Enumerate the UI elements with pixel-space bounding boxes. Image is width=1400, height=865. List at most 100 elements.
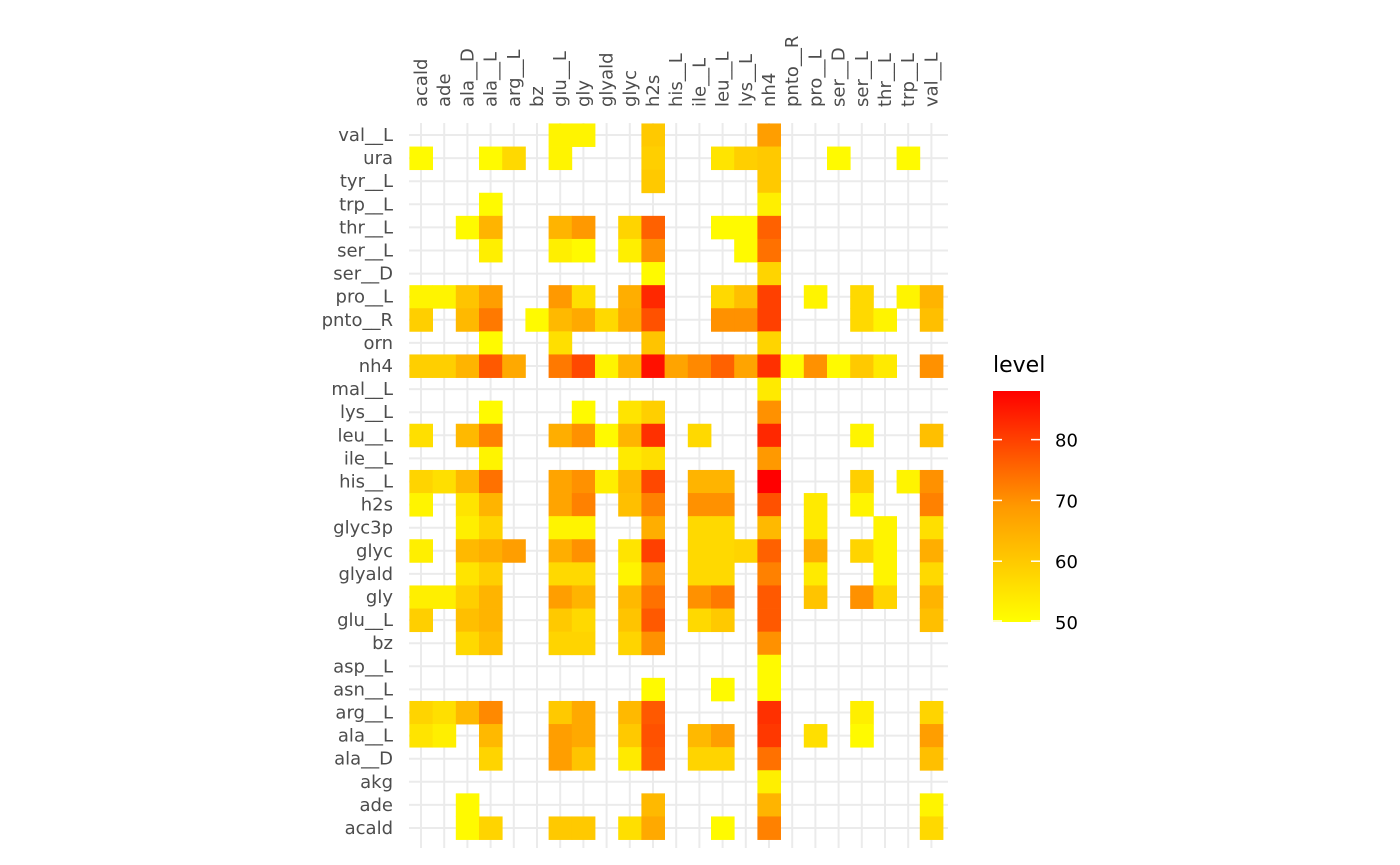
heatmap-tile: pro__L / acald: 52 — [409, 285, 433, 309]
heatmap-tile: ala__L / glu__L: 68 — [548, 724, 573, 748]
heatmap-tile: lys__L / h2s: 59 — [641, 400, 665, 425]
heatmap-tile: leu__L / ala__L: 72 — [479, 423, 503, 448]
heatmap-tile: nh4 / lys__L: 67 — [734, 354, 758, 378]
heatmap-tile: tyr__L / h2s: 60 — [641, 169, 665, 194]
heatmap-tile: thr__L / nh4: 76 — [757, 215, 781, 240]
heatmap-tile: acald / h2s: 66 — [641, 816, 665, 840]
heatmap-tile: pro__L / glu__L: 69 — [548, 285, 573, 309]
heatmap-tile: arg__L / glyc: 63 — [618, 700, 642, 725]
heatmap-tile: ser__L / lys__L: 51 — [734, 238, 758, 263]
y-tick-label: glyald — [338, 564, 393, 585]
heatmap-tile: ala__D / leu__L: 58 — [711, 747, 735, 771]
heatmap-tile: h2s / val__L: 72 — [919, 493, 944, 517]
heatmap-tile: ala__L / pro__L: 56 — [803, 724, 828, 748]
heatmap-tile: ala__L / ala__L: 63 — [479, 724, 503, 748]
heatmap-tile: nh4 / ade: 59 — [432, 354, 457, 378]
heatmap-tile: glyc3p / ala__D: 53 — [455, 516, 480, 540]
y-tick-label: glyc3p — [333, 518, 393, 539]
y-tick-label: acald — [345, 818, 393, 839]
heatmap-tile: mal__L / nh4: 54 — [757, 377, 781, 402]
y-tick-label: arg__L — [335, 703, 393, 724]
heatmap-tile: h2s / ser__L: 52 — [850, 493, 874, 517]
heatmap-tile: ile__L / nh4: 69 — [757, 446, 781, 471]
heatmap-tile: gly / ile__L: 70 — [687, 585, 712, 609]
heatmap-tile: thr__L / ala__D: 51 — [455, 215, 480, 240]
heatmap-tile: ala__D / ala__L: 58 — [479, 747, 503, 771]
heatmap-tile: glyald / thr__L: 52 — [873, 562, 897, 586]
heatmap-tile: arg__L / ala__D: 63 — [455, 700, 480, 725]
heatmap-tile: his__L / trp__L: 52 — [896, 469, 921, 494]
heatmap-tile: asn__L / nh4: 51 — [757, 677, 781, 702]
heatmap-tile: ura / leu__L: 55 — [711, 146, 735, 171]
heatmap-tile: gly / ala__D: 59 — [455, 585, 480, 609]
heatmap-tile: ala__D / h2s: 77 — [641, 747, 665, 771]
heatmap-tile: glyc / glu__L: 65 — [548, 539, 573, 563]
x-tick-label: pro__L — [805, 50, 826, 107]
y-tick-label: orn — [363, 333, 393, 354]
heatmap-tile: ura / acald: 51 — [409, 146, 433, 171]
heatmap-tile: pnto__R / bz: 51 — [525, 308, 549, 332]
heatmap-tile: thr__L / ala__L: 64 — [479, 215, 503, 240]
heatmap-tile: nh4 / ser__L: 60 — [850, 354, 874, 378]
heatmap-tile: h2s / acald: 52 — [409, 493, 433, 517]
heatmap-tile: trp__L / nh4: 53 — [757, 192, 781, 217]
heatmap-tile: gly / pro__L: 61 — [803, 585, 828, 609]
x-tick-label: ade — [434, 73, 455, 107]
legend-ticks: 50 60 70 80 — [993, 431, 1078, 634]
heatmap-tile: ser__L / glyc: 53 — [618, 238, 642, 263]
heatmap-tile: nh4 / acald: 59 — [409, 354, 433, 378]
heatmap-tile: ser__D / h2s: 51 — [641, 262, 665, 286]
heatmap-tile: glyc / nh4: 76 — [757, 539, 781, 563]
heatmap-tile: pro__L / ade: 52 — [432, 285, 457, 309]
y-tick-label: ser__D — [333, 264, 393, 285]
heatmap-tile: acald / glyc: 56 — [618, 816, 642, 840]
heatmap-tile: val__L / h2s: 60 — [641, 123, 665, 147]
heatmap-tile: his__L / ile__L: 64 — [687, 469, 712, 494]
heatmap-tile: glyc / arg__L: 68 — [502, 539, 526, 563]
heatmap-tile: nh4 / arg__L: 66 — [502, 354, 526, 378]
heatmap-tile: pro__L / gly: 56 — [571, 285, 596, 309]
heatmap-tile: his__L / glyald: 53 — [595, 469, 619, 494]
heatmap-tile: pnto__R / glyc: 66 — [618, 308, 642, 332]
heatmap-tile: glyc3p / ile__L: 57 — [687, 516, 712, 540]
heatmap-tile: glyc3p / ala__L: 58 — [479, 516, 503, 540]
x-tick-label: glyald — [597, 52, 618, 107]
heatmap-tile: glu__L / glyc: 61 — [618, 608, 642, 633]
heatmap-tile: glyc / gly: 70 — [571, 539, 596, 563]
heatmap-tile: arg__L / gly: 66 — [571, 700, 596, 725]
heatmap-tile: nh4 / nh4: 82 — [757, 354, 781, 378]
heatmap-tile: leu__L / ile__L: 57 — [687, 423, 712, 448]
heatmap-tile: glu__L / acald: 59 — [409, 608, 433, 633]
x-tick-label: pnto__R — [782, 36, 803, 107]
heatmap-tile: pro__L / lys__L: 62 — [734, 285, 758, 309]
x-tick-label: thr__L — [875, 53, 896, 107]
heatmap-tile: gly / nh4: 77 — [757, 585, 781, 609]
x-tick-label: ala__L — [481, 52, 502, 107]
y-tick-label: glyc — [356, 541, 393, 562]
heatmap-tile: gly / val__L: 64 — [919, 585, 944, 609]
heatmap-tile: his__L / val__L: 70 — [919, 469, 944, 494]
heatmap-tile: glu__L / h2s: 77 — [641, 608, 665, 633]
heatmap-tile: pro__L / trp__L: 52 — [896, 285, 921, 309]
heatmap-tile: glyc / glyc: 55 — [618, 539, 642, 563]
y-tick-label: h2s — [361, 495, 393, 516]
heatmap-tile: pnto__R / acald: 59 — [409, 308, 433, 332]
x-tick-label: bz — [527, 86, 548, 107]
heatmap-tile: pnto__R / ala__L: 73 — [479, 308, 503, 332]
heatmap-tile: glu__L / ala__D: 62 — [455, 608, 480, 633]
heatmap-tile: ura / arg__L: 57 — [502, 146, 526, 171]
heatmap-tile: orn / h2s: 61 — [641, 331, 665, 355]
heatmap-tile: ala__L / gly: 66 — [571, 724, 596, 748]
heatmap-tile: gly / ser__L: 70 — [850, 585, 874, 609]
heatmap-tile: glyc3p / nh4: 63 — [757, 516, 781, 540]
heatmap-tile: his__L / gly: 70 — [571, 469, 596, 494]
heatmap-tile: ser__L / gly: 51 — [571, 238, 596, 263]
heatmap-tile: ala__L / acald: 55 — [409, 724, 433, 748]
heatmap-tile: gly / leu__L: 73 — [711, 585, 735, 609]
x-tick-label: ala__D — [457, 48, 478, 107]
heatmap-tile: glyc / pro__L: 65 — [803, 539, 828, 563]
heatmap-tile: asn__L / leu__L: 51 — [711, 677, 735, 702]
heatmap-tile: h2s / h2s: 72 — [641, 493, 665, 517]
heatmap-tile: acald / val__L: 57 — [919, 816, 944, 840]
